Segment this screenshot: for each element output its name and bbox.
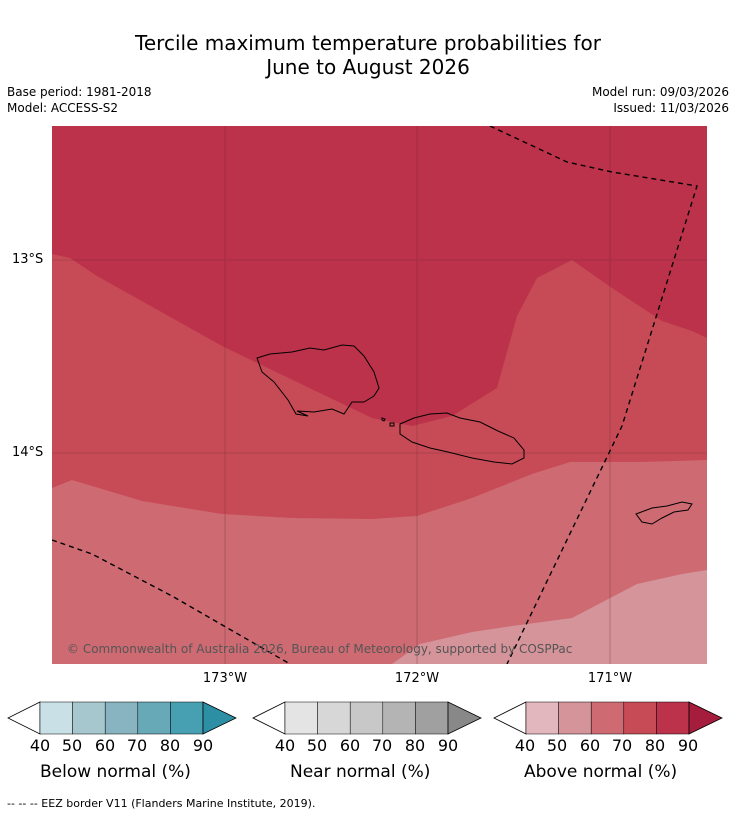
map-canvas (52, 126, 707, 664)
tick: 50 (61, 736, 83, 755)
legend-above-swatches (493, 701, 723, 735)
colorbar-swatch (137, 701, 171, 735)
tick: 90 (437, 736, 459, 755)
colorbar-swatch (382, 701, 416, 735)
tick: 90 (192, 736, 214, 755)
copyright-notice: © Commonwealth of Australia 2026, Bureau… (67, 642, 573, 656)
tick: 60 (339, 736, 361, 755)
legend-below-title: Below normal (%) (40, 762, 191, 782)
colorbar-swatch (170, 701, 204, 735)
tick: 80 (644, 736, 666, 755)
lat-label-14s: 14°S (12, 445, 44, 460)
tick: 50 (546, 736, 568, 755)
legend-below-colorbar (7, 701, 237, 735)
tick: 90 (677, 736, 699, 755)
lon-label-172w: 172°W (394, 671, 440, 686)
colorbar-low-extend (493, 701, 527, 735)
issued-date: Issued: 11/03/2026 (613, 101, 729, 115)
colorbar-swatch (349, 701, 384, 735)
tick: 80 (404, 736, 426, 755)
base-period: Base period: 1981-2018 (7, 85, 152, 99)
probability-map (52, 126, 707, 664)
map-title: Tercile maximum temperature probabilitie… (0, 31, 736, 79)
colorbar-swatch (590, 701, 625, 735)
tick: 40 (274, 736, 296, 755)
colorbar-high-extend (447, 701, 482, 735)
legend-above-title: Above normal (%) (524, 762, 678, 782)
meta-right: Model run: 09/03/2026 Issued: 11/03/2026 (592, 84, 729, 116)
tick: 60 (579, 736, 601, 755)
legend-below-swatches (7, 701, 237, 735)
colorbar-low-extend (7, 701, 41, 735)
colorbar-swatch (72, 701, 106, 735)
colorbar-swatch (525, 701, 559, 735)
legend-near-title: Near normal (%) (290, 762, 431, 782)
meta-left: Base period: 1981-2018 Model: ACCESS-S2 (7, 84, 152, 116)
tick: 70 (371, 736, 393, 755)
legend-near-swatches (252, 701, 482, 735)
colorbar-low-extend (252, 701, 286, 735)
tick: 70 (611, 736, 633, 755)
legend-near-colorbar (252, 701, 482, 735)
band-above-50-60 (392, 570, 707, 664)
colorbar-high-extend (688, 701, 723, 735)
colorbar-swatch (415, 701, 449, 735)
title-line-1: Tercile maximum temperature probabilitie… (135, 31, 601, 55)
graticule (52, 126, 707, 664)
tick: 70 (126, 736, 148, 755)
lon-label-173w: 173°W (202, 671, 248, 686)
model-run: Model run: 09/03/2026 (591, 85, 729, 99)
legend-above-colorbar (493, 701, 723, 735)
band-above-60-70 (52, 460, 707, 664)
savaii-island (256, 344, 380, 417)
tick: 40 (29, 736, 51, 755)
tick: 60 (94, 736, 116, 755)
colorbar-swatch (39, 701, 73, 735)
title-line-2: June to August 2026 (266, 55, 470, 79)
model-name: Model: ACCESS-S2 (7, 101, 119, 115)
tick: 40 (514, 736, 536, 755)
colorbar-swatch (656, 701, 690, 735)
eez-footnote: -- -- -- EEZ border V11 (Flanders Marine… (7, 797, 316, 810)
colorbar-swatch (623, 701, 657, 735)
colorbar-swatch (317, 701, 351, 735)
tick: 80 (159, 736, 181, 755)
colorbar-swatch (558, 701, 592, 735)
upolu-island (399, 412, 525, 465)
colorbar-high-extend (202, 701, 237, 735)
lon-label-171w: 171°W (587, 671, 633, 686)
tick: 50 (306, 736, 328, 755)
colorbar-swatch (104, 701, 139, 735)
colorbar-swatch (284, 701, 318, 735)
lat-label-13s: 13°S (12, 252, 44, 267)
tutuila-island (635, 501, 693, 525)
manono-apolima-islets (381, 417, 395, 427)
eez-border (52, 126, 698, 664)
